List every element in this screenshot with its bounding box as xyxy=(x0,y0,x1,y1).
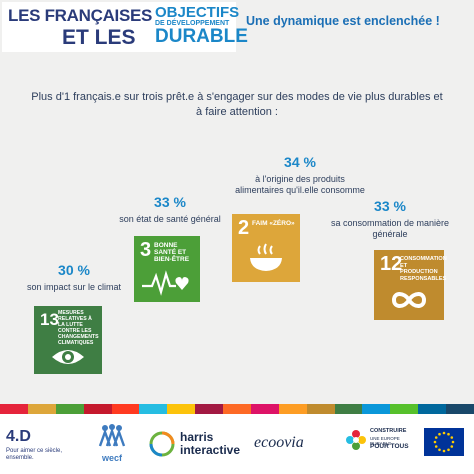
sdg-color-segment xyxy=(278,404,307,414)
eu-star xyxy=(447,448,450,452)
wecf-text: wecf xyxy=(101,453,122,463)
tile-title: FAIM «ZÉRO» xyxy=(252,220,295,227)
wecf-logo: wecf xyxy=(92,422,132,463)
tagline: Une dynamique est enclenchée ! xyxy=(246,14,440,28)
sdg-color-segment xyxy=(250,404,279,414)
logo-developpement: DE DÉVELOPPEMENT xyxy=(155,20,230,27)
stat-description: à l'origine des produits alimentaires qu… xyxy=(235,174,365,195)
stat-percent: 34 % xyxy=(284,154,316,170)
construire-line2: UNE EUROPE DURABLE xyxy=(370,436,400,446)
sdg-tile-2: 2 FAIM «ZÉRO» xyxy=(232,214,300,282)
sdg-color-segment xyxy=(195,404,223,414)
header: LES FRANÇAISES ET LES OBJECTIFS DE DÉVEL… xyxy=(0,0,474,60)
stat-food: 34 % à l'origine des produits alimentair… xyxy=(232,154,368,196)
sdg-color-segment xyxy=(223,404,251,414)
harris-line2: interactive xyxy=(180,443,241,457)
campaign-logo: LES FRANÇAISES ET LES OBJECTIFS DE DÉVEL… xyxy=(2,2,248,52)
bowl-icon xyxy=(250,243,282,271)
stat-consumption: 33 % sa consommation de manière générale xyxy=(330,198,450,240)
harris-ring-icon xyxy=(149,431,175,457)
sdg-tile-12: 12 CONSOMMATION ET PRODUCTION RESPONSABL… xyxy=(374,250,447,320)
eu-star xyxy=(438,432,441,436)
infinity-icon xyxy=(391,292,427,308)
logo-durable: DURABLE xyxy=(155,26,248,47)
stat-percent: 33 % xyxy=(374,198,406,214)
sdg-color-segment xyxy=(55,404,84,414)
stat-description: son état de santé général xyxy=(119,214,221,224)
sdg-color-segment xyxy=(418,404,446,414)
tile-title: MESURES RELATIVES À LA LUTTE CONTRE LES … xyxy=(58,310,99,346)
partner-footer: 4.D Pour aimer ce siècle, ensemble. wecf… xyxy=(0,414,474,474)
sdg-color-segment xyxy=(0,404,28,414)
stat-health: 33 % son état de santé général xyxy=(100,194,240,225)
logo-line2: ET LES xyxy=(62,26,136,49)
logo-objectifs: OBJECTIFS xyxy=(155,4,240,21)
fourd-logo-text: 4.D xyxy=(6,428,31,445)
sdg-color-segment xyxy=(446,404,474,414)
eu-star xyxy=(450,436,454,439)
eu-star xyxy=(450,445,454,448)
stat-percent: 30 % xyxy=(58,262,90,278)
sdg-color-segment xyxy=(83,404,112,414)
sdg-color-strip xyxy=(0,404,474,414)
wecf-figures-icon xyxy=(98,424,126,447)
eye-globe-icon xyxy=(52,350,84,364)
heartbeat-icon xyxy=(142,270,189,296)
eu-star xyxy=(433,440,437,444)
eu-star xyxy=(438,448,441,452)
eu-star xyxy=(442,431,446,435)
eu-star xyxy=(442,449,446,453)
flower-icon xyxy=(346,430,366,450)
eu-star xyxy=(434,436,438,439)
sdg-tile-3: 3 BONNE SANTÉ ET BIEN-ÊTRE xyxy=(134,236,200,302)
intro-text: Plus d'1 français.e sur trois prêt.e à s… xyxy=(31,91,443,118)
fourd-slogan: Pour aimer ce siècle, ensemble. xyxy=(6,448,63,461)
sdg-color-segment xyxy=(167,404,196,414)
logo-line1: LES FRANÇAISES xyxy=(8,6,153,25)
tile-number: 2 xyxy=(238,217,250,239)
tile-number: 13 xyxy=(40,310,59,329)
eu-star xyxy=(451,440,455,444)
eu-star xyxy=(434,445,438,448)
sdg-color-segment xyxy=(334,404,363,414)
stat-climate: 30 % son impact sur le climat xyxy=(14,262,134,293)
sdg-color-segment xyxy=(139,404,168,414)
sdg-color-segment xyxy=(27,404,56,414)
harris-line1: harris xyxy=(180,430,214,444)
tile-number: 3 xyxy=(140,239,152,261)
stat-percent: 33 % xyxy=(154,194,186,210)
sdg-tile-13: 13 MESURES RELATIVES À LA LUTTE CONTRE L… xyxy=(34,306,102,374)
eu-star xyxy=(447,432,450,436)
fourd-logo: 4.D Pour aimer ce siècle, ensemble. xyxy=(6,428,86,462)
sdg-color-segment xyxy=(306,404,335,414)
construire-line1: CONSTRUIRE xyxy=(370,428,407,434)
tile-title: BONNE SANTÉ ET BIEN-ÊTRE xyxy=(154,242,190,263)
eu-flag-icon xyxy=(424,428,464,456)
sdg-color-segment xyxy=(390,404,419,414)
construire-line3: POUR TOUS xyxy=(370,443,409,450)
stat-description: son impact sur le climat xyxy=(26,282,122,292)
sdg-color-segment xyxy=(362,404,391,414)
eu-flag xyxy=(424,428,464,461)
stat-description: sa consommation de manière générale xyxy=(330,218,450,239)
tile-number: 12 xyxy=(380,253,403,275)
ecoovia-logo: ecoovia xyxy=(254,434,304,451)
sdg-color-segment xyxy=(111,404,140,414)
tile-title: CONSOMMATION ET PRODUCTION RESPONSABLES xyxy=(400,256,447,282)
